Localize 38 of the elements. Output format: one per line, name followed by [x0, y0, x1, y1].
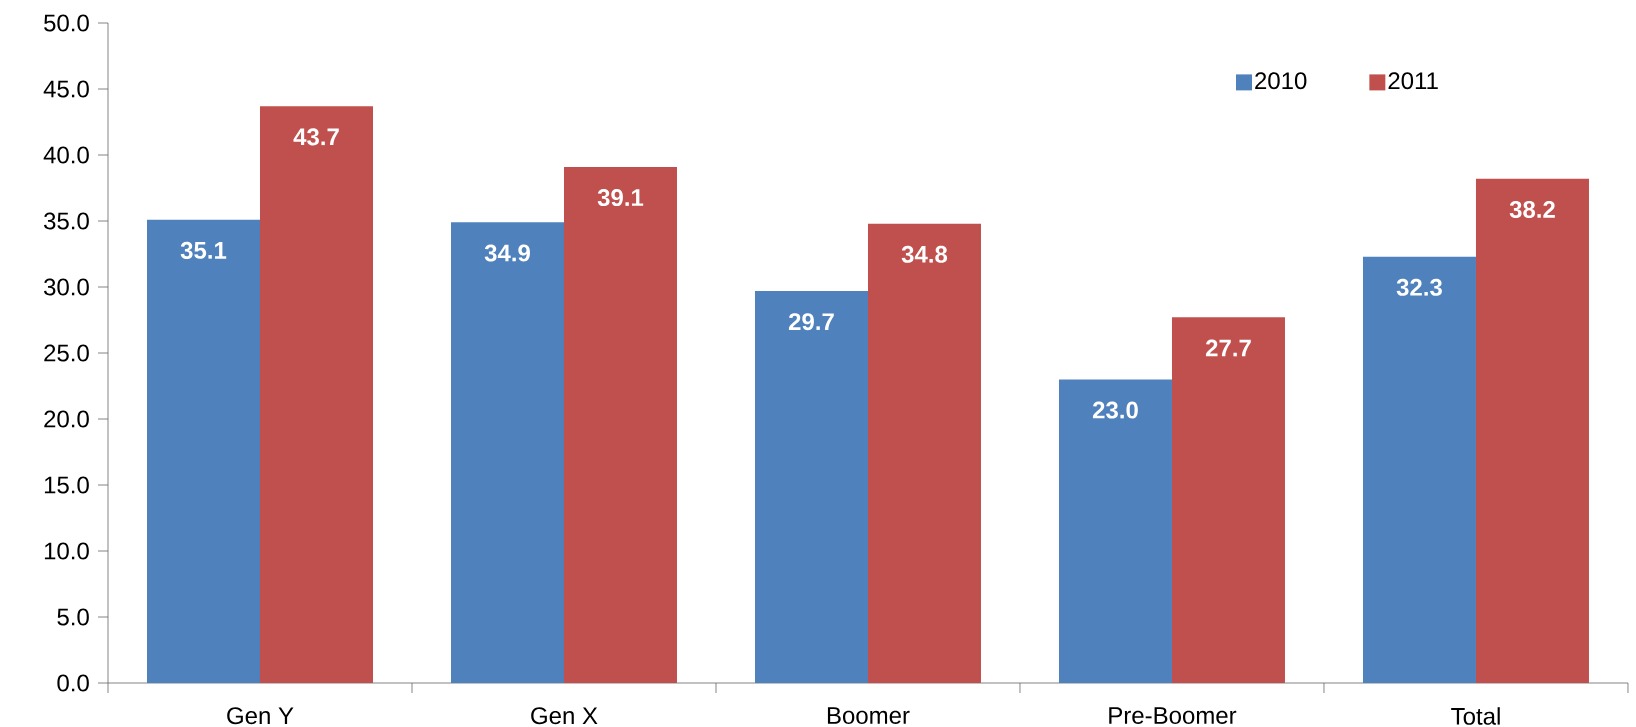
data-label: 27.7	[1205, 339, 1251, 357]
data-label: 35.1	[180, 241, 227, 259]
data-label: 29.7	[788, 313, 834, 331]
x-tick-label: Gen Y	[227, 707, 294, 725]
bar	[1058, 379, 1172, 683]
x-tick-label: Total	[1451, 707, 1500, 725]
y-tick-label: 40.0	[43, 146, 89, 164]
data-label: 34.9	[484, 244, 530, 262]
bar	[1475, 178, 1589, 683]
y-tick-label: 35.0	[44, 212, 89, 230]
bar	[147, 219, 260, 683]
y-tick-label: 30.0	[44, 278, 89, 296]
data-label: 23.0	[1092, 401, 1138, 419]
data-label: 34.8	[901, 245, 948, 263]
x-tick-label: Pre-Boomer	[1109, 707, 1237, 724]
y-tick-label: 5.0	[57, 608, 89, 626]
bar	[754, 290, 868, 683]
y-tick-label: 20.0	[44, 410, 89, 428]
bar	[563, 166, 677, 683]
y-tick-label: 15.0	[44, 476, 89, 494]
x-tick-label: Gen X	[531, 707, 598, 725]
data-label: 38.2	[1509, 200, 1555, 218]
y-tick-label: 45.0	[43, 80, 89, 98]
data-label: 43.7	[293, 128, 339, 146]
y-tick-label: 10.0	[44, 542, 89, 560]
bar	[867, 223, 981, 683]
y-tick-label: 25.0	[44, 344, 89, 362]
data-label: 39.1	[597, 189, 644, 207]
data-label: 32.3	[1396, 278, 1442, 296]
bar	[1362, 256, 1476, 683]
legend-label: 2010	[1255, 72, 1307, 90]
bar	[450, 222, 564, 683]
y-tick-label: 50.0	[44, 14, 89, 32]
legend-label: 2011	[1388, 72, 1438, 90]
bar	[1171, 317, 1285, 683]
bar	[260, 106, 373, 683]
x-tick-label: Boomer	[827, 707, 910, 724]
y-tick-label: 0.0	[57, 674, 89, 692]
